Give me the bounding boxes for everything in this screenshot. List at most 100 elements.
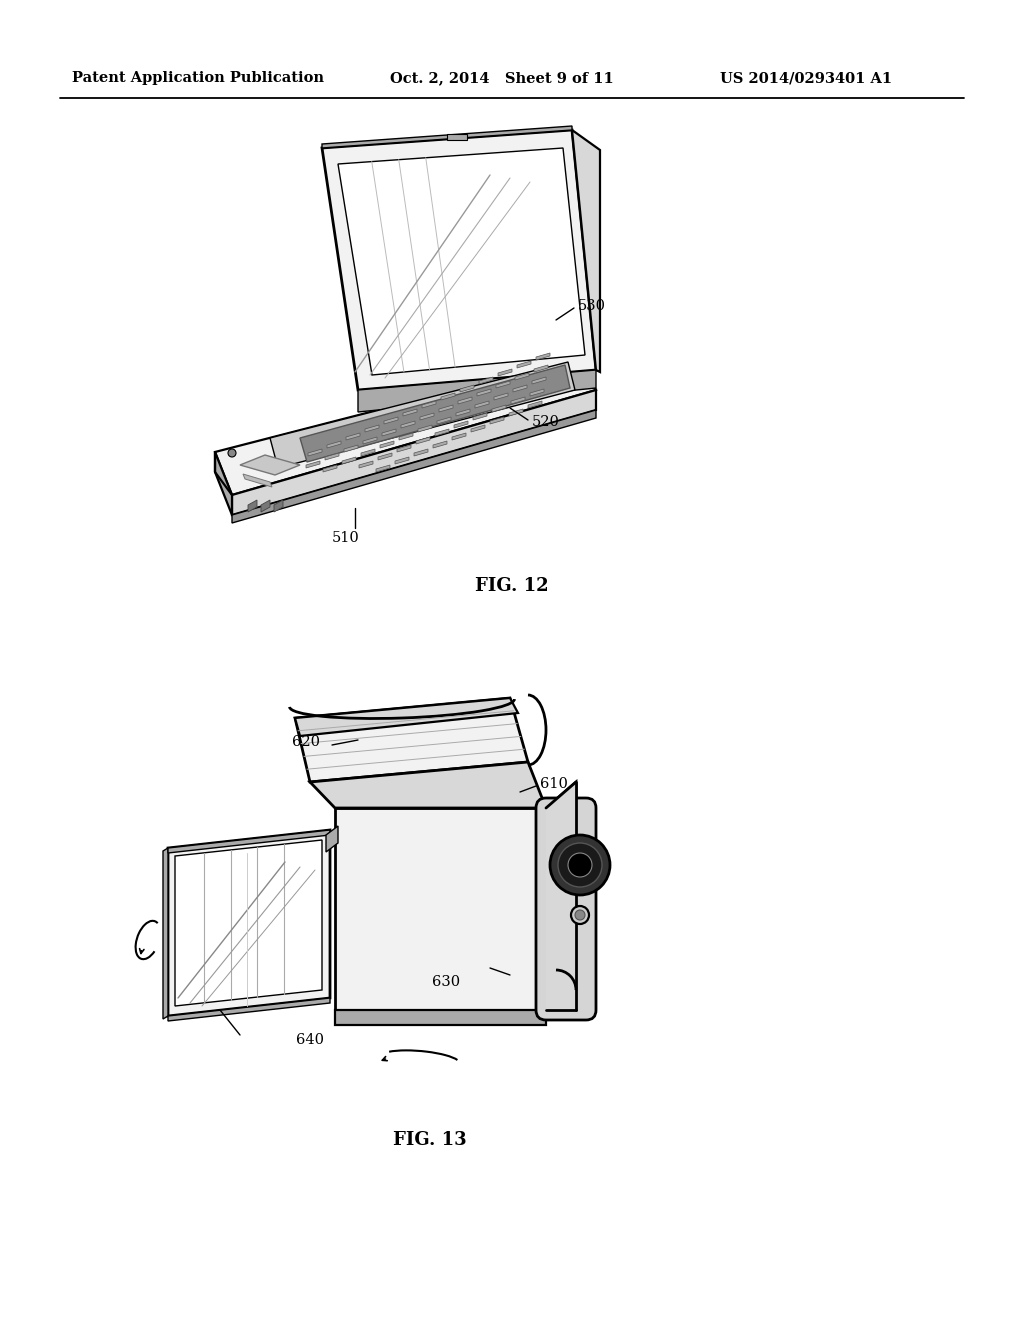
Polygon shape xyxy=(494,393,508,400)
Polygon shape xyxy=(359,461,373,469)
Polygon shape xyxy=(338,148,585,375)
Polygon shape xyxy=(248,500,257,512)
Polygon shape xyxy=(441,393,455,400)
Polygon shape xyxy=(240,455,300,475)
Polygon shape xyxy=(327,441,341,447)
Polygon shape xyxy=(498,370,512,376)
Circle shape xyxy=(228,449,236,457)
Circle shape xyxy=(558,843,602,887)
Polygon shape xyxy=(344,445,358,451)
Polygon shape xyxy=(475,401,489,408)
Polygon shape xyxy=(326,826,338,851)
Polygon shape xyxy=(437,417,451,424)
Polygon shape xyxy=(362,437,377,444)
Polygon shape xyxy=(243,474,272,487)
Text: 520: 520 xyxy=(532,414,560,429)
Polygon shape xyxy=(295,698,528,781)
Polygon shape xyxy=(458,397,472,404)
Polygon shape xyxy=(322,129,596,389)
Polygon shape xyxy=(346,433,360,440)
Polygon shape xyxy=(168,998,330,1020)
Text: 610: 610 xyxy=(540,777,568,791)
Polygon shape xyxy=(479,378,493,384)
Polygon shape xyxy=(418,425,432,432)
Circle shape xyxy=(571,906,589,924)
Text: US 2014/0293401 A1: US 2014/0293401 A1 xyxy=(720,71,892,84)
Polygon shape xyxy=(168,830,330,1016)
Polygon shape xyxy=(358,370,596,412)
Polygon shape xyxy=(477,389,490,396)
Polygon shape xyxy=(473,413,487,420)
Polygon shape xyxy=(433,441,447,447)
Polygon shape xyxy=(509,409,523,416)
Polygon shape xyxy=(270,362,575,469)
Text: Oct. 2, 2014   Sheet 9 of 11: Oct. 2, 2014 Sheet 9 of 11 xyxy=(390,71,613,84)
Polygon shape xyxy=(274,500,283,512)
Text: FIG. 12: FIG. 12 xyxy=(475,577,549,595)
Circle shape xyxy=(568,853,592,876)
Polygon shape xyxy=(416,437,430,444)
Polygon shape xyxy=(572,129,600,372)
Polygon shape xyxy=(460,385,474,392)
Polygon shape xyxy=(517,360,531,368)
Polygon shape xyxy=(471,425,485,432)
Polygon shape xyxy=(532,378,546,384)
Polygon shape xyxy=(384,417,398,424)
Text: 620: 620 xyxy=(292,735,319,748)
Polygon shape xyxy=(397,445,411,451)
Polygon shape xyxy=(546,781,575,1010)
Polygon shape xyxy=(435,429,449,436)
Polygon shape xyxy=(422,401,436,408)
Polygon shape xyxy=(300,366,570,462)
Polygon shape xyxy=(456,409,470,416)
Polygon shape xyxy=(536,352,550,360)
Polygon shape xyxy=(534,366,548,372)
Polygon shape xyxy=(401,421,415,428)
Polygon shape xyxy=(513,385,527,392)
Polygon shape xyxy=(528,401,542,408)
Polygon shape xyxy=(511,397,525,404)
Polygon shape xyxy=(530,389,544,396)
Polygon shape xyxy=(215,451,232,515)
Polygon shape xyxy=(342,457,356,465)
Polygon shape xyxy=(515,374,529,380)
Polygon shape xyxy=(215,358,596,495)
Polygon shape xyxy=(175,840,322,1006)
Polygon shape xyxy=(395,457,409,465)
Polygon shape xyxy=(306,461,319,469)
Polygon shape xyxy=(295,698,518,737)
Polygon shape xyxy=(310,762,546,808)
Polygon shape xyxy=(439,405,453,412)
Polygon shape xyxy=(232,389,596,515)
Polygon shape xyxy=(232,411,596,523)
Polygon shape xyxy=(308,449,322,455)
Polygon shape xyxy=(382,429,396,436)
Polygon shape xyxy=(335,1010,546,1026)
Polygon shape xyxy=(380,441,394,447)
Polygon shape xyxy=(452,433,466,440)
Text: 640: 640 xyxy=(296,1034,324,1047)
Bar xyxy=(447,135,467,140)
Text: 510: 510 xyxy=(332,531,359,545)
Polygon shape xyxy=(492,405,506,412)
Polygon shape xyxy=(361,449,375,455)
Text: 630: 630 xyxy=(432,975,460,989)
Text: 530: 530 xyxy=(578,300,606,313)
Polygon shape xyxy=(490,417,504,424)
Polygon shape xyxy=(414,449,428,455)
Polygon shape xyxy=(323,465,337,473)
Polygon shape xyxy=(454,421,468,428)
Polygon shape xyxy=(168,830,330,853)
Text: Patent Application Publication: Patent Application Publication xyxy=(72,71,324,84)
Polygon shape xyxy=(325,453,339,459)
Polygon shape xyxy=(163,847,168,1019)
Circle shape xyxy=(575,909,585,920)
Polygon shape xyxy=(378,453,392,459)
Polygon shape xyxy=(261,500,270,512)
Polygon shape xyxy=(335,808,546,1010)
Text: FIG. 13: FIG. 13 xyxy=(393,1131,467,1148)
Polygon shape xyxy=(365,425,379,432)
Polygon shape xyxy=(420,413,434,420)
Polygon shape xyxy=(496,381,510,388)
Circle shape xyxy=(550,836,610,895)
